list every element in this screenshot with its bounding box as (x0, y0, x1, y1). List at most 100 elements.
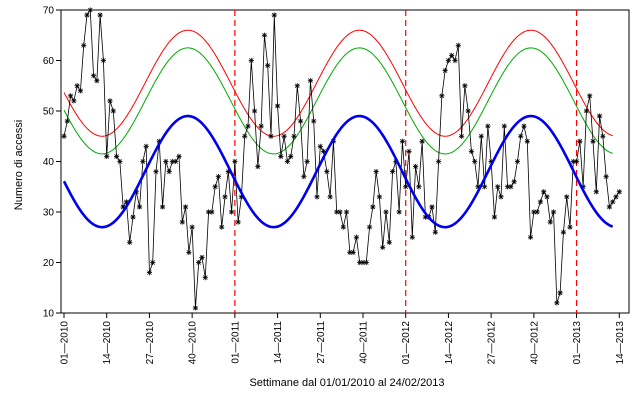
observed-point (452, 57, 458, 64)
fitted-curve (62, 114, 614, 229)
observed-point (268, 133, 274, 139)
observed-point (455, 42, 461, 48)
observed-point (399, 138, 406, 144)
observed-point (465, 108, 471, 114)
observed-point (557, 290, 563, 296)
observed-point (314, 194, 320, 200)
observed-point (498, 194, 504, 200)
observed-point (281, 133, 287, 139)
observed-point (429, 204, 435, 210)
observed-point (606, 204, 613, 210)
observed-point (232, 158, 238, 165)
observed-point (327, 194, 333, 200)
y-tick-label: 60 (43, 56, 55, 67)
observed-point (235, 219, 241, 225)
observed-point (104, 153, 110, 160)
observed-point (573, 158, 580, 165)
observed-point (537, 199, 544, 205)
observed-point (291, 133, 297, 139)
observed-point (71, 98, 77, 104)
observed-point (616, 189, 622, 195)
observed-point (524, 138, 530, 144)
observed-point (567, 224, 573, 230)
observed-point (81, 42, 87, 48)
observed-point (337, 209, 343, 215)
observed-series (61, 7, 622, 311)
observed-point (87, 7, 93, 13)
x-tick-label: 01—2013 (572, 321, 583, 365)
observed-point (596, 113, 603, 119)
observed-point (61, 133, 67, 139)
observed-point (373, 169, 379, 175)
observed-point (603, 174, 609, 180)
observed-point (67, 93, 74, 99)
observed-point (613, 194, 619, 200)
observed-point (419, 138, 425, 144)
observed-point (261, 32, 268, 38)
x-tick-label: 14—2012 (444, 321, 455, 365)
lower-curve (63, 47, 613, 155)
y-tick-label: 10 (43, 309, 55, 320)
observed-point (100, 57, 107, 64)
observed-point (353, 234, 360, 240)
observed-point (255, 163, 261, 170)
observed-point (64, 118, 70, 124)
observed-point (140, 158, 146, 165)
observed-point (544, 194, 550, 200)
observed-point (173, 158, 179, 165)
x-tick-label: 40—2012 (529, 321, 540, 365)
observed-point (491, 214, 498, 220)
observed-point (153, 169, 159, 175)
observed-point (288, 153, 294, 160)
observed-point (311, 118, 317, 124)
y-tick-label: 30 (43, 208, 55, 219)
observed-point (370, 204, 376, 210)
observed-point (110, 108, 116, 114)
observed-point (199, 254, 205, 261)
observed-point (159, 204, 166, 210)
observed-point (196, 259, 202, 266)
x-tick-label: 40—2010 (188, 321, 199, 365)
x-tick-label: 40—2011 (359, 321, 370, 364)
observed-point (284, 158, 291, 165)
y-axis: 10 20 30 40 50 60 70 (43, 6, 61, 320)
observed-point (212, 184, 218, 190)
observed-point (577, 138, 583, 144)
observed-point (439, 93, 445, 99)
observed-point (383, 209, 389, 215)
observed-point (222, 194, 228, 200)
observed-point (527, 234, 534, 240)
observed-point (215, 174, 222, 180)
observed-point (274, 103, 281, 109)
observed-point (136, 204, 143, 210)
observed-point (514, 158, 521, 165)
observed-point (324, 169, 330, 175)
upper-band-series (63, 29, 613, 137)
observed-point (593, 189, 599, 195)
observed-point (113, 153, 120, 160)
observed-point (590, 138, 596, 144)
observed-point (84, 12, 90, 18)
observed-point (90, 73, 97, 79)
observed-point (478, 133, 484, 139)
observed-point (117, 158, 123, 165)
observed-point (445, 57, 452, 64)
observed-point (192, 305, 199, 311)
observed-line (63, 8, 620, 308)
observed-point (600, 133, 606, 139)
lower-band-series (63, 47, 613, 155)
observed-point (278, 153, 284, 160)
observed-point (376, 194, 383, 200)
x-axis-title: Settimane dal 01/01/2010 al 24/02/2013 (249, 377, 444, 389)
observed-point (294, 83, 300, 89)
observed-point (386, 239, 392, 245)
observed-point (77, 88, 84, 94)
observed-point (297, 118, 304, 124)
observed-point (143, 143, 149, 149)
observed-point (435, 158, 442, 165)
observed-point (189, 224, 195, 230)
x-tick-label: 14—2013 (615, 321, 626, 365)
observed-point (146, 270, 153, 276)
observed-point (301, 174, 307, 180)
